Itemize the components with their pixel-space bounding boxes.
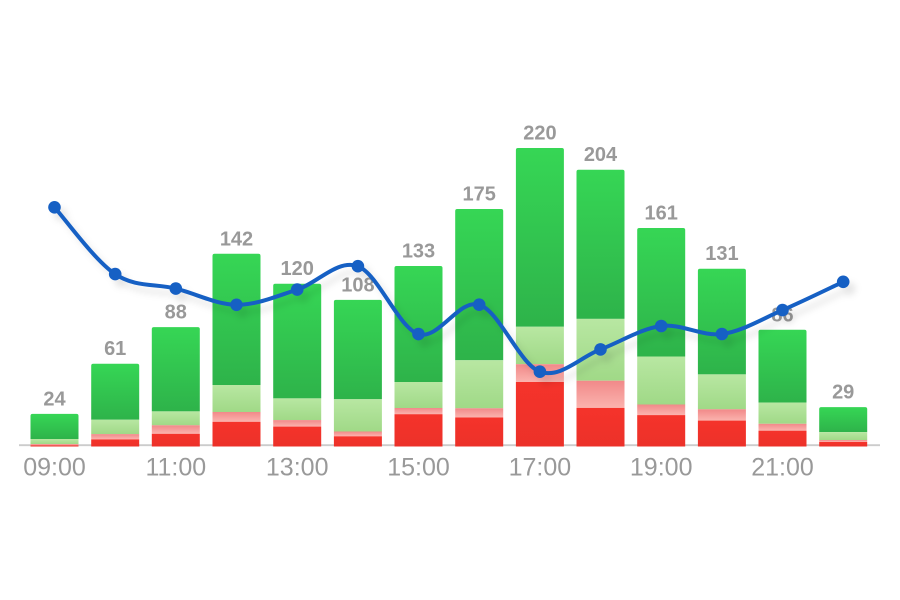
svg-text:220: 220 [523,123,556,145]
svg-text:29: 29 [832,382,854,404]
svg-text:13:00: 13:00 [266,454,329,482]
svg-text:204: 204 [584,144,618,166]
svg-text:131: 131 [705,243,738,265]
svg-text:21:00: 21:00 [751,454,814,482]
svg-text:120: 120 [281,258,314,280]
svg-text:11:00: 11:00 [145,454,206,482]
svg-text:19:00: 19:00 [630,454,693,482]
svg-text:161: 161 [645,203,678,225]
svg-text:09:00: 09:00 [23,454,86,482]
svg-text:15:00: 15:00 [387,454,450,482]
svg-text:142: 142 [220,228,253,250]
svg-text:17:00: 17:00 [509,454,572,482]
svg-text:88: 88 [165,302,187,324]
svg-text:24: 24 [43,388,66,410]
svg-text:61: 61 [104,338,126,360]
svg-text:133: 133 [402,241,435,263]
svg-text:175: 175 [463,184,496,206]
